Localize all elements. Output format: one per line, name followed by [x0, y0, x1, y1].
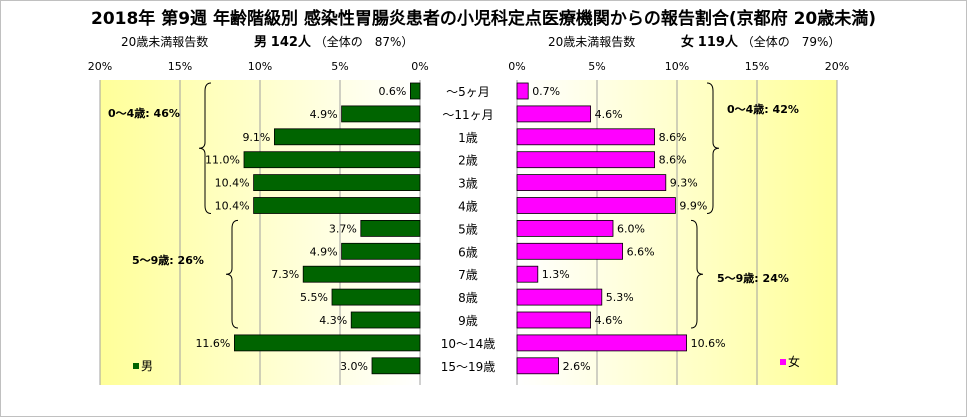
category-label: ～11ヶ月 — [442, 108, 493, 122]
male-brace-0-4 — [198, 82, 212, 214]
female-count: 119人 — [697, 35, 738, 50]
male-tick-label: 5% — [331, 60, 348, 73]
female-share: （全体の 79%） — [741, 35, 841, 49]
male-bar-label: 4.9% — [310, 108, 338, 121]
female-tick-label: 5% — [588, 60, 605, 73]
male-bar — [302, 265, 421, 283]
female-bar — [516, 82, 529, 100]
male-bar — [253, 197, 421, 214]
female-bar-label: 5.3% — [606, 291, 634, 304]
female-subtitle: 20歳未満報告数 女 119人 （全体の 79%） — [548, 31, 840, 50]
category-label: ～5ヶ月 — [446, 85, 490, 99]
male-legend-label: 男 — [141, 359, 153, 373]
male-bar — [273, 128, 421, 146]
male-tick-label: 20% — [88, 60, 112, 73]
category-label: 15～19歳 — [441, 360, 496, 374]
female-bar — [516, 128, 656, 146]
male-bar — [360, 219, 421, 237]
female-bar-label: 8.6% — [659, 131, 687, 144]
category-label: 9歳 — [458, 314, 478, 328]
female-bar-label: 1.3% — [542, 268, 570, 281]
category-label: 4歳 — [458, 200, 478, 214]
female-annotation-0-4: 0～4歳: 42% — [727, 102, 799, 116]
female-bar — [516, 357, 559, 375]
female-bar — [516, 242, 623, 260]
male-bar-label: 7.3% — [271, 268, 299, 281]
chart-title: 2018年 第9週 年齢階級別 感染性胃腸炎患者の小児科定点医療機関からの報告割… — [90, 9, 876, 29]
category-label: 3歳 — [458, 177, 478, 191]
male-share: （全体の 87%） — [314, 35, 414, 49]
category-label: 6歳 — [458, 245, 478, 259]
category-label: 8歳 — [458, 291, 478, 305]
female-bar — [516, 105, 591, 123]
male-annotation-5-9: 5～9歳: 26% — [132, 253, 204, 267]
female-bar — [516, 174, 667, 192]
category-label: 2歳 — [458, 154, 478, 168]
female-legend-swatch — [780, 359, 786, 365]
female-bar-label: 4.6% — [595, 314, 623, 327]
female-bar-label: 9.3% — [670, 177, 698, 190]
female-bar — [516, 197, 676, 214]
female-tick-label: 20% — [825, 60, 849, 73]
male-bar — [350, 311, 421, 329]
female-bar — [516, 288, 603, 306]
male-annotation-0-4: 0～4歳: 46% — [108, 106, 180, 120]
female-bar-label: 2.6% — [563, 360, 591, 373]
male-bar — [253, 174, 421, 192]
male-sex-label: 男 — [253, 35, 267, 50]
female-bar-label: 9.9% — [679, 200, 707, 213]
male-bar-label: 3.0% — [340, 360, 368, 373]
male-bar-label: 11.6% — [195, 337, 230, 350]
male-bar-label: 3.7% — [329, 222, 357, 235]
female-bar-label: 10.6% — [691, 337, 726, 350]
male-count: 142人 — [270, 35, 311, 50]
female-bar-label: 0.7% — [532, 85, 560, 98]
male-bar-label: 4.9% — [310, 245, 338, 258]
male-bar — [331, 288, 421, 306]
male-bar — [341, 242, 421, 260]
female-bar-label: 6.6% — [627, 245, 655, 258]
male-bar-label: 4.3% — [319, 314, 347, 327]
male-tick-label: 15% — [168, 60, 192, 73]
female-bar-label: 4.6% — [595, 108, 623, 121]
male-bar-label: 9.1% — [242, 131, 270, 144]
male-bar — [371, 357, 421, 375]
male-bar-label: 11.0% — [205, 154, 240, 167]
category-label: 5歳 — [458, 222, 478, 236]
female-subtitle-label: 20歳未満報告数 — [548, 35, 636, 49]
category-label: 1歳 — [458, 131, 478, 145]
female-bar — [516, 151, 656, 169]
female-bar — [516, 219, 614, 237]
male-bar-label: 10.4% — [215, 200, 250, 213]
male-tick-label: 0% — [411, 60, 428, 73]
male-bar — [409, 82, 421, 100]
male-bar-label: 0.6% — [378, 85, 406, 98]
male-legend-swatch — [133, 363, 139, 369]
male-subtitle-label: 20歳未満報告数 — [121, 35, 209, 49]
male-bar — [243, 151, 421, 169]
male-bar — [341, 105, 421, 123]
female-sex-label: 女 — [680, 35, 694, 50]
female-bar — [516, 311, 591, 329]
male-tick-label: 10% — [248, 60, 272, 73]
female-bar-label: 8.6% — [659, 154, 687, 167]
male-subtitle: 20歳未満報告数 男 142人 （全体の 87%） — [121, 31, 413, 50]
female-bar — [516, 334, 688, 352]
female-brace-5-9 — [690, 219, 704, 329]
male-brace-5-9 — [225, 219, 239, 329]
female-tick-label: 15% — [745, 60, 769, 73]
category-label: 7歳 — [458, 268, 478, 282]
female-tick-label: 10% — [665, 60, 689, 73]
male-bar — [233, 334, 421, 352]
female-tick-label: 0% — [508, 60, 525, 73]
male-bar-label: 10.4% — [215, 177, 250, 190]
female-legend-label: 女 — [788, 354, 800, 369]
female-bar — [516, 265, 539, 283]
male-bar-label: 5.5% — [300, 291, 328, 304]
female-bar-label: 6.0% — [617, 222, 645, 235]
category-label: 10～14歳 — [441, 337, 496, 351]
female-annotation-5-9: 5～9歳: 24% — [717, 271, 789, 285]
female-brace-0-4 — [706, 82, 720, 214]
